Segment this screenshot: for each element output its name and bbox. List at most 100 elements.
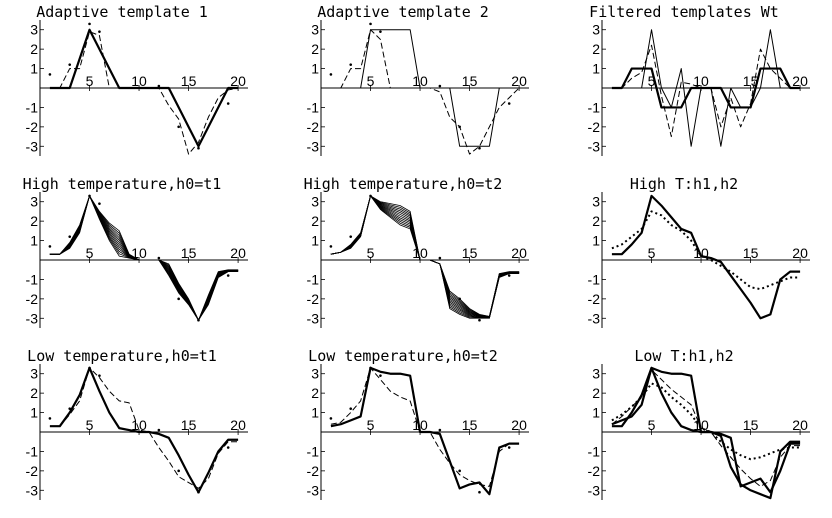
y-tick-label: 3: [311, 22, 319, 38]
series-line-dashed: [330, 367, 520, 487]
series-line-dashed: [330, 29, 520, 155]
y-tick-label: 2: [30, 385, 38, 401]
data-point: [98, 30, 101, 33]
x-tick-label: 15: [181, 245, 197, 261]
panel-7: Low temperature,h0=t1 5 10 15 20 -3 -2 -1 1 2 3: [26, 347, 248, 500]
y-tick-label: 1: [592, 233, 600, 249]
data-point: [88, 366, 91, 370]
data-point: [369, 194, 372, 198]
panel-title: Adaptive template 1: [36, 3, 208, 21]
series-line-dashed: [49, 31, 239, 155]
x-tick-label: 10: [131, 417, 147, 433]
panel-title: High temperature,h0=t1: [23, 175, 222, 193]
panel-title: Low temperature,h0=t2: [308, 347, 498, 365]
data-point: [379, 374, 382, 377]
y-tick-label: 3: [30, 366, 38, 382]
data-point: [438, 84, 442, 88]
y-tick-label: 3: [592, 194, 600, 210]
series-line-solid: [330, 29, 520, 147]
y-tick-label: 1: [311, 61, 319, 77]
data-point: [88, 22, 91, 26]
y-tick-label: -2: [26, 291, 39, 307]
data-point: [438, 256, 442, 260]
data-point: [349, 235, 353, 238]
y-tick-label: -1: [26, 443, 39, 459]
y-tick-label: 3: [311, 194, 319, 210]
x-tick-label: 15: [462, 417, 478, 433]
y-tick-label: 1: [311, 405, 319, 421]
data-point: [438, 428, 442, 432]
x-tick-label: 5: [648, 73, 656, 89]
y-tick-label: 3: [592, 22, 600, 38]
data-point: [226, 274, 230, 277]
y-tick-label: -1: [307, 443, 320, 459]
x-tick-label: 5: [367, 245, 375, 261]
y-tick-label: -3: [307, 310, 320, 326]
series-line-thick: [611, 366, 801, 500]
x-tick-label: 5: [367, 73, 375, 89]
y-tick-label: 3: [311, 366, 319, 382]
bundle-curve: [49, 194, 239, 322]
y-tick-label: -3: [588, 138, 601, 154]
y-tick-label: -1: [588, 443, 601, 459]
data-point: [458, 125, 461, 129]
data-point: [177, 125, 180, 129]
y-tick-label: -2: [307, 119, 320, 135]
panel-title: Low temperature,h0=t1: [27, 347, 217, 365]
data-point: [197, 146, 200, 150]
panel-title: Low T:h1,h2: [634, 347, 733, 365]
series-line-dashed: [611, 369, 801, 487]
series-line-thick: [611, 194, 801, 320]
x-tick-label: 15: [743, 245, 759, 261]
x-tick-label: 20: [511, 245, 527, 261]
y-tick-label: 1: [311, 233, 319, 249]
data-point: [507, 102, 511, 105]
data-point: [349, 63, 353, 66]
y-tick-label: 2: [311, 41, 319, 57]
y-tick-label: 1: [592, 61, 600, 77]
y-tick-label: 3: [30, 194, 38, 210]
data-point: [197, 318, 200, 322]
data-point: [98, 374, 101, 377]
x-tick-label: 5: [86, 417, 94, 433]
y-tick-label: -2: [307, 291, 320, 307]
panel-1: Adaptive template 1 5 10 15 20 -3 -2 -1 1 2 3: [26, 3, 248, 156]
x-tick-label: 20: [511, 73, 527, 89]
x-tick-label: 20: [792, 417, 808, 433]
y-tick-label: -2: [588, 119, 601, 135]
x-tick-label: 15: [462, 73, 478, 89]
y-tick-label: 2: [311, 213, 319, 229]
x-tick-label: 5: [86, 73, 94, 89]
y-tick-label: 1: [30, 61, 38, 77]
data-point: [478, 146, 481, 150]
y-tick-label: 2: [30, 213, 38, 229]
data-point: [157, 428, 161, 432]
y-tick-label: 2: [30, 41, 38, 57]
data-point: [226, 102, 230, 105]
y-tick-label: -3: [26, 482, 39, 498]
series-line-dashed: [49, 367, 239, 489]
y-tick-label: -1: [307, 99, 320, 115]
data-point: [68, 63, 72, 66]
data-point: [478, 490, 481, 494]
panel-title: Filtered templates Wt: [589, 3, 779, 21]
data-point: [88, 194, 91, 198]
x-tick-label: 5: [648, 245, 656, 261]
data-point: [329, 73, 333, 76]
x-tick-label: 15: [181, 417, 197, 433]
y-tick-label: -1: [307, 271, 320, 287]
x-tick-label: 20: [230, 73, 246, 89]
x-tick-label: 15: [181, 73, 197, 89]
x-tick-label: 15: [743, 417, 759, 433]
y-tick-label: -3: [26, 138, 39, 154]
data-point: [197, 490, 200, 494]
data-point: [507, 274, 511, 277]
x-tick-label: 10: [131, 245, 147, 261]
series-line-dotted: [611, 382, 801, 461]
x-tick-label: 10: [693, 73, 709, 89]
